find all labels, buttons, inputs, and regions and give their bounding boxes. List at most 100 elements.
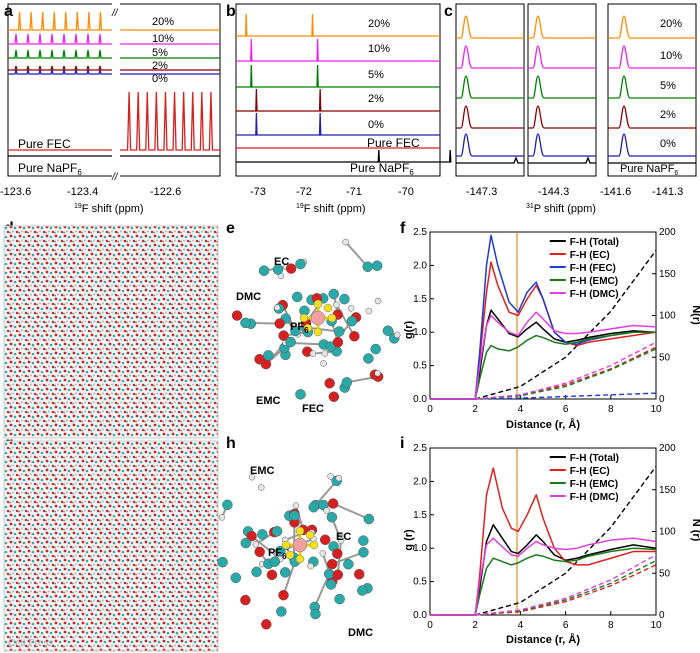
label-20pct-c: 20%	[660, 18, 682, 30]
a-tick-2: -122.6	[150, 186, 181, 198]
ytick-label: 1.5	[413, 510, 427, 521]
mol-label-dmc-e: DMC	[236, 291, 261, 303]
panel-letter-i: i	[400, 435, 404, 452]
n-curve-dmc	[475, 341, 657, 400]
rdf-chart-f: 0 2 4 6 8 10 0.0 0.5 1.0 1.5 2.0 2.5 0 50 100 150 200 F-H…	[403, 227, 700, 431]
trace-c-0pct	[456, 133, 696, 157]
panel-b-traces	[236, 13, 452, 163]
mol-label-emc-e: EMC	[256, 395, 281, 407]
gr-curve-total	[430, 524, 657, 616]
ytick-label: 2.0	[413, 476, 427, 487]
i-y2label: N (r)	[690, 519, 700, 542]
panel-a-nmr: // // 20% 10% 5% 2% 0% Pure FEC Pure NaP…	[0, 0, 221, 215]
panel-c-box-1	[455, 3, 525, 177]
xtick-label: 8	[608, 404, 614, 415]
n-curve-emc	[475, 560, 657, 616]
trace-b-5pct	[236, 64, 440, 88]
rdf-chart-i: 0 2 4 6 8 10 0.0 0.5 1.0 1.5 2.0 2.5 0 50 100 150 200 F-H…	[403, 443, 700, 646]
a-tick-0: -123.6	[0, 186, 31, 198]
xtick-label: 6	[563, 620, 569, 631]
label-pure-napf6-b: Pure NaPF6	[350, 161, 414, 177]
trace-b-20pct	[236, 13, 440, 37]
label-20pct-b: 20%	[368, 18, 390, 30]
f-y2label: N(r)	[690, 305, 700, 325]
legend-label: F-H (DMC)	[570, 492, 619, 503]
y2tick-label: 150	[659, 485, 676, 496]
n-curve-dmc	[475, 554, 657, 616]
ytick-label: 0.5	[413, 577, 427, 588]
trace-c-5pct	[456, 75, 696, 99]
panel-letter-h: h	[226, 435, 236, 452]
xtick-label: 6	[563, 404, 569, 415]
y2tick-label: 200	[659, 443, 676, 454]
panel-letter-e: e	[226, 220, 235, 237]
trace-a-20pct	[8, 11, 220, 31]
a-tick-1: -123.4	[67, 186, 98, 198]
legend-label: F-H (EC)	[570, 466, 610, 477]
xtick-label: 2	[472, 620, 478, 631]
b-tick-0: -73	[250, 186, 266, 198]
panel-c-traces	[456, 15, 696, 164]
trace-c-pure-napf6	[456, 156, 696, 164]
watermark: Cell Press	[8, 638, 54, 649]
ytick-label: 1.0	[413, 327, 427, 338]
xtick-label: 0	[427, 620, 433, 631]
i-plot-frame	[429, 447, 657, 616]
label-5pct-c: 5%	[660, 80, 676, 92]
xtick-label: 10	[650, 620, 662, 631]
mol-label-pf6-h: PF6-	[268, 545, 290, 561]
label-pure-napf6-a: Pure NaPF6	[18, 161, 82, 177]
label-5pct-a: 5%	[152, 47, 168, 59]
solvation-structure-e: EC DMC PF6- EMC FEC	[231, 238, 401, 415]
label-10pct-c: 10%	[660, 50, 682, 62]
n-curve-ec	[475, 346, 657, 400]
y2tick-label: 50	[659, 568, 671, 579]
xtick-label: 10	[650, 404, 662, 415]
label-5pct-b: 5%	[368, 69, 384, 81]
y2tick-label: 200	[659, 227, 676, 238]
mol-label-fec-e: FEC	[302, 403, 324, 415]
n-curve-emc	[475, 348, 657, 400]
c-tick-3: -141.3	[652, 186, 683, 198]
label-10pct-a: 10%	[152, 33, 174, 45]
label-0pct-c: 0%	[660, 138, 676, 150]
panel-letter-f: f	[400, 220, 406, 237]
svg-text://: //	[111, 172, 119, 183]
trace-c-10pct	[456, 45, 696, 69]
panel-b-nmr: 20% 10% 5% 2% 0% Pure FEC Pure NaPF6 -73…	[235, 3, 452, 215]
panel-letter-c: c	[444, 3, 453, 20]
panel-c-box-3	[607, 3, 697, 177]
legend-label: F-H (FEC)	[570, 263, 616, 274]
ytick-label: 2.5	[413, 227, 427, 238]
panel-a-axis-break: // //	[111, 0, 120, 183]
xtick-label: 0	[427, 404, 433, 415]
gr-curve-dmc	[430, 537, 657, 616]
ytick-label: 0.0	[413, 394, 427, 405]
y2tick-label: 0	[659, 394, 665, 405]
c-axis-label: 31P shift (ppm)	[526, 203, 596, 215]
panel-c-box-2	[527, 3, 597, 177]
ytick-label: 2.5	[413, 443, 427, 454]
b-tick-1: -72	[296, 186, 312, 198]
gr-curve-fec	[430, 234, 656, 400]
f-plot-frame	[429, 231, 657, 400]
xtick-label: 2	[472, 404, 478, 415]
b-tick-2: -71	[346, 186, 362, 198]
c-tick-1: -144.3	[538, 186, 569, 198]
xtick-label: 4	[518, 404, 524, 415]
gr-curve-emc	[430, 331, 656, 400]
solvation-structure-h: EMC PF6- EC DMC	[217, 465, 375, 639]
xtick-label: 8	[608, 620, 614, 631]
y2tick-label: 150	[659, 269, 676, 280]
i-ylabel: g (r)	[403, 529, 415, 551]
mol-label-dmc-h: DMC	[348, 627, 373, 639]
c-tick-0: -147.3	[466, 186, 497, 198]
trace-a-pure-fec	[8, 91, 220, 151]
f-xlabel: Distance (r, Å)	[506, 418, 580, 431]
label-0pct-a: 0%	[152, 73, 168, 85]
label-0pct-b: 0%	[368, 119, 384, 131]
label-20pct-a: 20%	[152, 16, 174, 28]
xtick-label: 4	[518, 620, 524, 631]
n-curve-total	[475, 249, 657, 400]
